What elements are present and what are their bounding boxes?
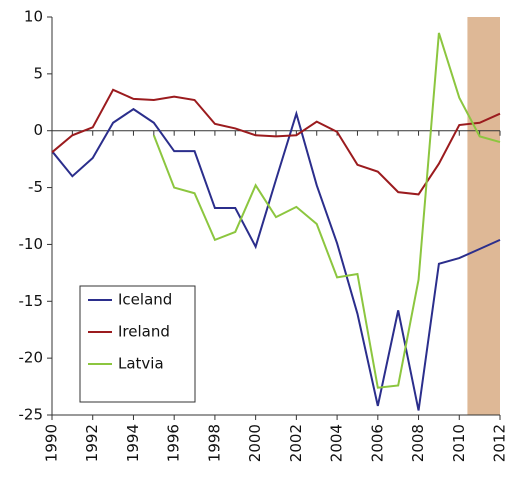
series-line — [51, 88, 501, 196]
x-tick-label: 2008 — [409, 424, 427, 462]
series-line — [152, 32, 501, 389]
x-tick-label: 2006 — [368, 424, 386, 462]
x-tick-label: 2010 — [450, 424, 468, 462]
y-tick-label: -25 — [19, 406, 44, 424]
x-tick-label: 2012 — [491, 424, 508, 462]
legend-label: Ireland — [118, 323, 170, 341]
x-tick-label: 1998 — [205, 424, 223, 462]
x-tick-label: 1990 — [43, 424, 61, 462]
x-tick-label: 1996 — [165, 424, 183, 462]
series-line — [51, 107, 501, 411]
y-tick-label: 10 — [24, 8, 43, 26]
y-tick-label: -20 — [19, 349, 44, 367]
legend-label: Latvia — [118, 355, 164, 373]
x-tick-label: 2004 — [328, 424, 346, 462]
x-tick-label: 1994 — [124, 424, 142, 462]
y-tick-label: 5 — [33, 64, 43, 82]
x-tick-label: 2002 — [287, 424, 305, 462]
y-tick-label: -5 — [28, 178, 43, 196]
legend-label: Iceland — [118, 291, 172, 309]
x-tick-label: 2000 — [246, 424, 264, 462]
legend-box — [79, 285, 196, 403]
y-tick-label: -10 — [19, 235, 44, 253]
shaded-region — [467, 17, 500, 415]
y-tick-label: -15 — [19, 292, 44, 310]
x-tick-label: 1992 — [83, 424, 101, 462]
y-tick-label: 0 — [33, 121, 43, 139]
